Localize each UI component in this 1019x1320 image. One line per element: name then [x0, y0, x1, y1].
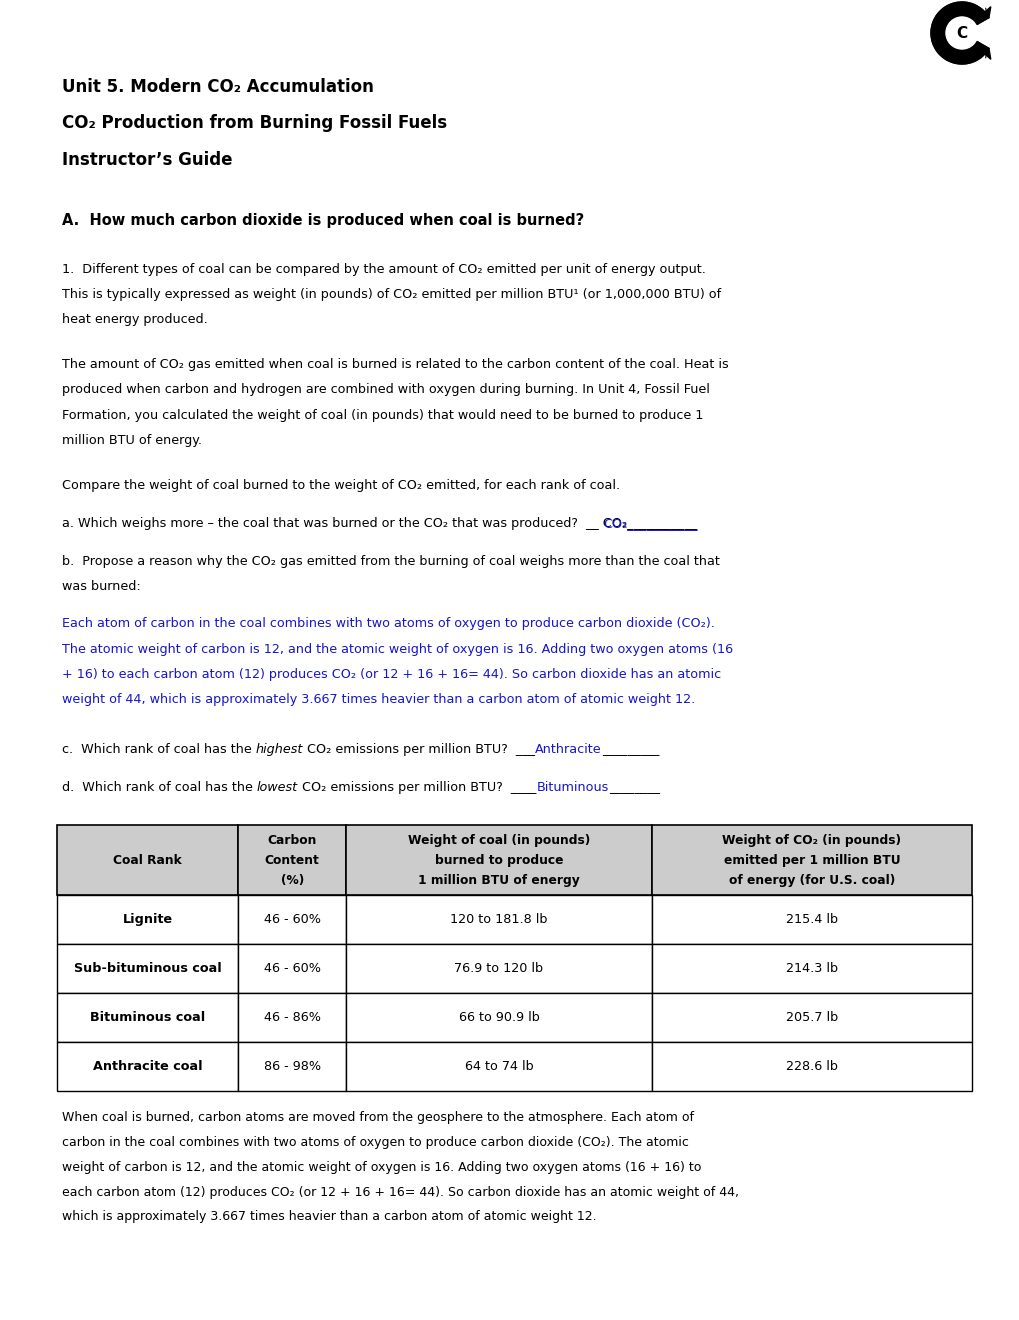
Text: Weight of coal (in pounds): Weight of coal (in pounds): [408, 834, 589, 846]
Text: When coal is burned, carbon atoms are moved from the geosphere to the atmosphere: When coal is burned, carbon atoms are mo…: [62, 1111, 693, 1125]
Text: Coal Rank: Coal Rank: [113, 854, 181, 867]
Text: 64 to 74 lb: 64 to 74 lb: [464, 1060, 533, 1073]
Bar: [651, 993, 971, 1041]
Text: A.  How much carbon dioxide is produced when coal is burned?: A. How much carbon dioxide is produced w…: [62, 213, 584, 227]
Text: Bituminous coal: Bituminous coal: [90, 1011, 205, 1024]
Text: The atomic weight of carbon is 12, and the atomic weight of oxygen is 16. Adding: The atomic weight of carbon is 12, and t…: [62, 643, 733, 656]
Text: 76.9 to 120 lb: 76.9 to 120 lb: [453, 962, 543, 975]
Bar: [57, 895, 238, 944]
Text: of energy (for U.S. coal): of energy (for U.S. coal): [728, 874, 894, 887]
Text: was burned:: was burned:: [62, 579, 141, 593]
Text: Weight of CO₂ (in pounds): Weight of CO₂ (in pounds): [721, 834, 901, 846]
Text: 86 - 98%: 86 - 98%: [263, 1060, 320, 1073]
Text: weight of carbon is 12, and the atomic weight of oxygen is 16. Adding two oxygen: weight of carbon is 12, and the atomic w…: [62, 1160, 701, 1173]
Polygon shape: [973, 7, 989, 21]
Text: Content: Content: [265, 854, 319, 867]
Text: Instructor’s Guide: Instructor’s Guide: [62, 150, 232, 169]
Bar: [345, 895, 651, 944]
Text: Bituminous: Bituminous: [536, 781, 608, 795]
Bar: [238, 944, 345, 993]
Wedge shape: [930, 3, 988, 63]
Text: burned to produce: burned to produce: [434, 854, 562, 867]
Bar: [57, 825, 238, 895]
Text: 120 to 181.8 lb: 120 to 181.8 lb: [449, 913, 547, 927]
Text: 215.4 lb: 215.4 lb: [785, 913, 838, 927]
Text: 214.3 lb: 214.3 lb: [785, 962, 838, 975]
Text: Lignite: Lignite: [122, 913, 172, 927]
Text: produced when carbon and hydrogen are combined with oxygen during burning. In Un: produced when carbon and hydrogen are co…: [62, 383, 709, 396]
Text: Each atom of carbon in the coal combines with two atoms of oxygen to produce car: Each atom of carbon in the coal combines…: [62, 618, 714, 631]
Text: 1.  Different types of coal can be compared by the amount of CO₂ emitted per uni: 1. Different types of coal can be compar…: [62, 263, 705, 276]
Text: Anthracite coal: Anthracite coal: [93, 1060, 202, 1073]
Text: 66 to 90.9 lb: 66 to 90.9 lb: [459, 1011, 539, 1024]
Text: carbon in the coal combines with two atoms of oxygen to produce carbon dioxide (: carbon in the coal combines with two ato…: [62, 1137, 688, 1148]
Bar: [238, 825, 345, 895]
Text: 46 - 60%: 46 - 60%: [263, 962, 320, 975]
Bar: [238, 993, 345, 1041]
Circle shape: [945, 17, 977, 49]
Bar: [57, 944, 238, 993]
Text: CO₂ emissions per million BTU?  ___: CO₂ emissions per million BTU? ___: [303, 743, 535, 756]
Bar: [651, 1041, 971, 1092]
Text: lowest: lowest: [257, 781, 298, 795]
Bar: [345, 944, 651, 993]
Text: each carbon atom (12) produces CO₂ (or 12 + 16 + 16= 44). So carbon dioxide has : each carbon atom (12) produces CO₂ (or 1…: [62, 1185, 739, 1199]
Text: Compare the weight of coal burned to the weight of CO₂ emitted, for each rank of: Compare the weight of coal burned to the…: [62, 479, 620, 492]
Text: highest: highest: [256, 743, 303, 756]
Text: CO₂ Production from Burning Fossil Fuels: CO₂ Production from Burning Fossil Fuels: [62, 115, 446, 132]
Text: Sub-bituminous coal: Sub-bituminous coal: [73, 962, 221, 975]
Text: CO₂___________: CO₂___________: [602, 517, 697, 529]
Text: which is approximately 3.667 times heavier than a carbon atom of atomic weight 1: which is approximately 3.667 times heavi…: [62, 1210, 596, 1224]
Text: CO₂ emissions per million BTU?  ____: CO₂ emissions per million BTU? ____: [298, 781, 536, 795]
Text: d.  Which rank of coal has the: d. Which rank of coal has the: [62, 781, 257, 795]
Text: 46 - 60%: 46 - 60%: [263, 913, 320, 927]
Bar: [57, 993, 238, 1041]
Polygon shape: [973, 45, 989, 59]
Bar: [345, 825, 651, 895]
Bar: [345, 993, 651, 1041]
Text: + 16) to each carbon atom (12) produces CO₂ (or 12 + 16 + 16= 44). So carbon dio: + 16) to each carbon atom (12) produces …: [62, 668, 720, 681]
Text: This is typically expressed as weight (in pounds) of CO₂ emitted per million BTU: This is typically expressed as weight (i…: [62, 288, 720, 301]
Text: 46 - 86%: 46 - 86%: [263, 1011, 320, 1024]
Text: a. Which weighs more – the coal that was burned or the CO₂ that was produced?  _: a. Which weighs more – the coal that was…: [62, 517, 697, 529]
Text: heat energy produced.: heat energy produced.: [62, 313, 208, 326]
Text: Unit 5. Modern CO₂ Accumulation: Unit 5. Modern CO₂ Accumulation: [62, 78, 374, 96]
Text: weight of 44, which is approximately 3.667 times heavier than a carbon atom of a: weight of 44, which is approximately 3.6…: [62, 693, 695, 706]
Text: (%): (%): [280, 874, 304, 887]
Text: The amount of CO₂ gas emitted when coal is burned is related to the carbon conte: The amount of CO₂ gas emitted when coal …: [62, 358, 728, 371]
Bar: [345, 1041, 651, 1092]
Bar: [238, 1041, 345, 1092]
Text: C: C: [956, 25, 967, 41]
Text: 1 million BTU of energy: 1 million BTU of energy: [418, 874, 579, 887]
Bar: [651, 825, 971, 895]
Text: Formation, you calculated the weight of coal (in pounds) that would need to be b: Formation, you calculated the weight of …: [62, 408, 703, 421]
Text: Carbon: Carbon: [267, 834, 317, 846]
Text: 228.6 lb: 228.6 lb: [785, 1060, 837, 1073]
Bar: [238, 895, 345, 944]
Text: _________: _________: [601, 743, 658, 756]
Text: million BTU of energy.: million BTU of energy.: [62, 434, 202, 446]
Text: ________: ________: [608, 781, 659, 795]
Bar: [651, 895, 971, 944]
Text: b.  Propose a reason why the CO₂ gas emitted from the burning of coal weighs mor: b. Propose a reason why the CO₂ gas emit…: [62, 554, 719, 568]
Text: Anthracite: Anthracite: [535, 743, 601, 756]
Text: emitted per 1 million BTU: emitted per 1 million BTU: [722, 854, 900, 867]
Bar: [651, 944, 971, 993]
Text: 205.7 lb: 205.7 lb: [785, 1011, 838, 1024]
Bar: [57, 1041, 238, 1092]
Text: c.  Which rank of coal has the: c. Which rank of coal has the: [62, 743, 256, 756]
